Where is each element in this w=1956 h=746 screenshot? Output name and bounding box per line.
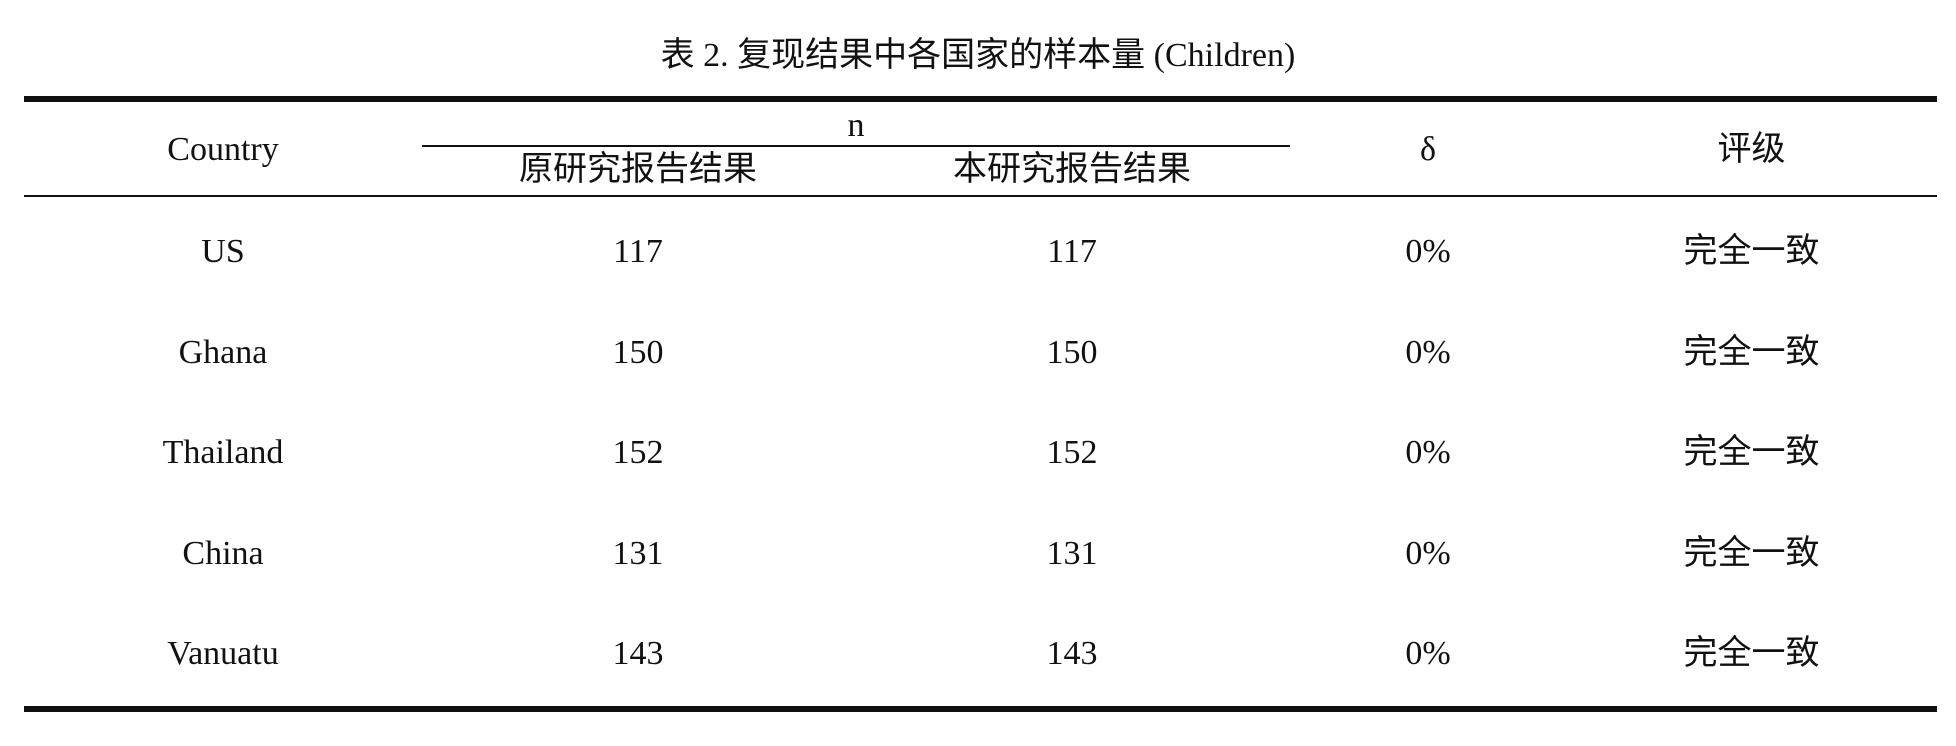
cell-country: Vanuatu <box>167 635 279 672</box>
cell-rating: 完全一致 <box>1683 434 1820 471</box>
header-delta: δ <box>1419 131 1437 168</box>
cell-rating: 完全一致 <box>1683 233 1820 270</box>
header-rule <box>24 195 1937 197</box>
cell-delta: 0% <box>1405 434 1451 471</box>
cell-country: Ghana <box>178 334 268 371</box>
cell-country: US <box>201 233 245 270</box>
cell-country: China <box>182 535 264 572</box>
cell-original: 131 <box>612 535 664 572</box>
cell-this-study: 143 <box>1046 635 1098 672</box>
header-n: n <box>847 107 865 144</box>
cell-original: 152 <box>612 434 664 471</box>
cell-delta: 0% <box>1405 233 1451 270</box>
bottom-rule <box>24 706 1937 712</box>
cell-this-study: 117 <box>1047 233 1097 270</box>
header-n-rule <box>422 145 1290 147</box>
cell-rating: 完全一致 <box>1683 334 1820 371</box>
header-country: Country <box>167 131 279 168</box>
table-caption: 表 2. 复现结果中各国家的样本量 (Children) <box>660 37 1296 74</box>
cell-original: 150 <box>612 334 664 371</box>
header-original: 原研究报告结果 <box>519 151 757 188</box>
cell-delta: 0% <box>1405 635 1451 672</box>
cell-delta: 0% <box>1405 334 1451 371</box>
header-rating: 评级 <box>1717 131 1786 168</box>
cell-original: 143 <box>612 635 664 672</box>
cell-delta: 0% <box>1405 535 1451 572</box>
cell-rating: 完全一致 <box>1683 535 1820 572</box>
cell-original: 117 <box>613 233 663 270</box>
cell-this-study: 131 <box>1046 535 1098 572</box>
cell-this-study: 152 <box>1046 434 1098 471</box>
top-rule <box>24 96 1937 102</box>
cell-this-study: 150 <box>1046 334 1098 371</box>
cell-country: Thailand <box>162 434 284 471</box>
cell-rating: 完全一致 <box>1683 635 1820 672</box>
header-this-study: 本研究报告结果 <box>953 151 1191 188</box>
